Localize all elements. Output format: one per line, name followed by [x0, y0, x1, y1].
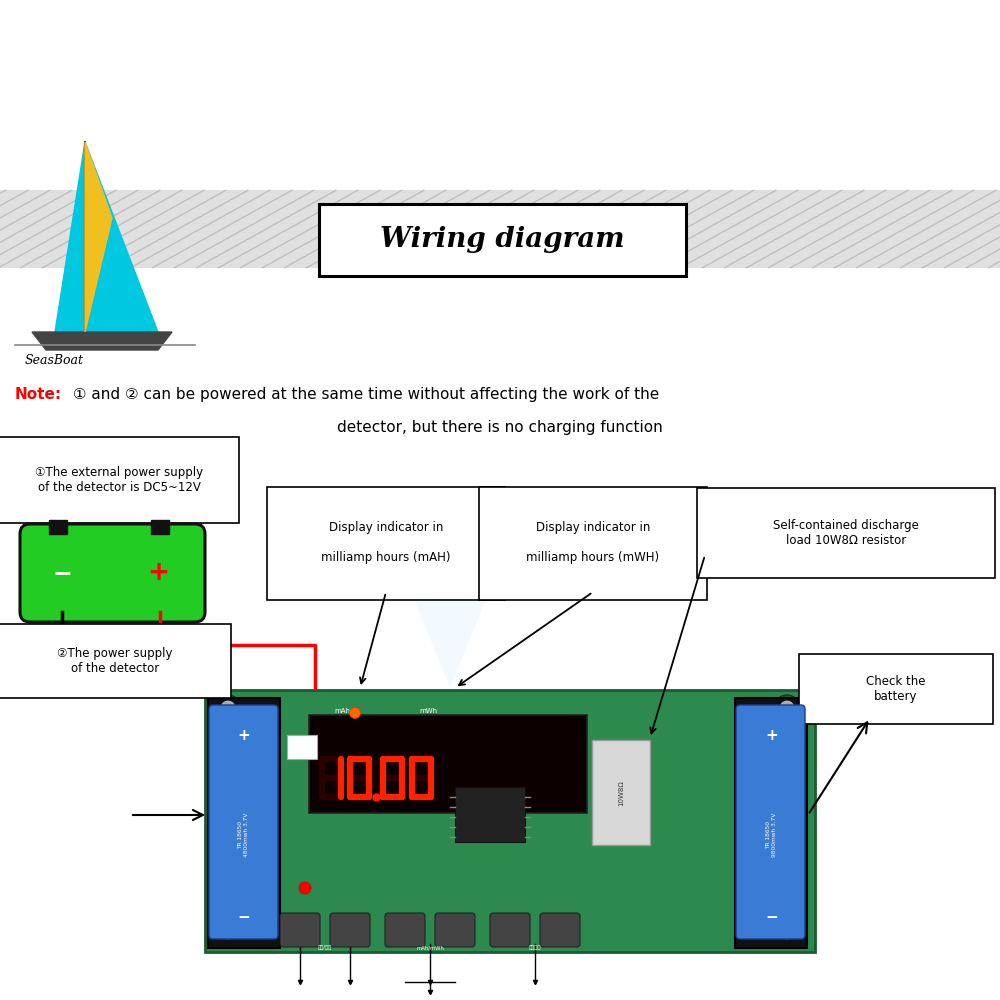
- Text: ① and ② can be powered at the same time without affecting the work of the: ① and ② can be powered at the same time …: [68, 387, 659, 402]
- FancyBboxPatch shape: [490, 913, 530, 947]
- Circle shape: [774, 695, 800, 721]
- Text: ②The power supply
of the detector: ②The power supply of the detector: [57, 647, 173, 675]
- Bar: [205, 690, 815, 952]
- Bar: [151, 520, 169, 534]
- Text: Self-contained discharge
load 10W8Ω resistor: Self-contained discharge load 10W8Ω resi…: [773, 519, 919, 547]
- Circle shape: [215, 695, 241, 721]
- Bar: [455, 787, 525, 842]
- Text: Wiring diagram: Wiring diagram: [380, 226, 624, 253]
- Text: Display indicator in

milliamp hours (mAH): Display indicator in milliamp hours (mAH…: [321, 522, 451, 564]
- Bar: [49, 520, 67, 534]
- Polygon shape: [85, 142, 112, 332]
- Text: SeasBoat: SeasBoat: [25, 354, 84, 367]
- Text: TR 18650
9800mwh 3.7V: TR 18650 9800mwh 3.7V: [766, 813, 777, 857]
- Text: Check the
battery: Check the battery: [866, 675, 926, 703]
- Text: 10W8Ω: 10W8Ω: [618, 780, 624, 806]
- Text: −: −: [765, 910, 778, 926]
- Text: TR 18650
4800mwh 3.7V: TR 18650 4800mwh 3.7V: [238, 813, 249, 857]
- Circle shape: [780, 925, 794, 939]
- Bar: [208, 698, 280, 948]
- Text: mAh/mWh: mAh/mWh: [416, 945, 444, 950]
- FancyBboxPatch shape: [209, 705, 278, 939]
- Text: −: −: [237, 910, 250, 926]
- Text: 终止电压: 终止电压: [529, 945, 541, 950]
- FancyBboxPatch shape: [20, 524, 205, 622]
- FancyBboxPatch shape: [287, 735, 317, 759]
- Text: +: +: [765, 728, 778, 742]
- Circle shape: [215, 919, 241, 945]
- FancyBboxPatch shape: [479, 487, 707, 600]
- FancyBboxPatch shape: [385, 913, 425, 947]
- Text: +: +: [147, 560, 169, 586]
- Text: −: −: [52, 561, 72, 585]
- Polygon shape: [55, 142, 158, 332]
- Circle shape: [780, 701, 794, 715]
- FancyBboxPatch shape: [697, 488, 995, 578]
- Text: detector, but there is no charging function: detector, but there is no charging funct…: [337, 420, 663, 435]
- Circle shape: [221, 925, 235, 939]
- Bar: [735, 698, 807, 948]
- FancyBboxPatch shape: [0, 437, 239, 523]
- Text: Display indicator in

milliamp hours (mWH): Display indicator in milliamp hours (mWH…: [526, 522, 660, 564]
- Circle shape: [221, 701, 235, 715]
- Text: 启动/暂停: 启动/暂停: [318, 945, 332, 950]
- Polygon shape: [32, 332, 172, 350]
- Wedge shape: [399, 553, 501, 688]
- Circle shape: [350, 708, 360, 718]
- FancyBboxPatch shape: [736, 705, 805, 939]
- Circle shape: [774, 919, 800, 945]
- Text: mAh: mAh: [334, 708, 350, 714]
- Text: +: +: [237, 728, 250, 742]
- Circle shape: [299, 882, 311, 894]
- Bar: [0, 190, 1000, 268]
- Text: mWh: mWh: [419, 708, 437, 714]
- Text: ①The external power supply
of the detector is DC5~12V: ①The external power supply of the detect…: [35, 466, 203, 494]
- FancyBboxPatch shape: [309, 715, 587, 813]
- FancyBboxPatch shape: [540, 913, 580, 947]
- Bar: [592, 740, 650, 845]
- FancyBboxPatch shape: [435, 913, 475, 947]
- FancyBboxPatch shape: [267, 487, 505, 600]
- FancyBboxPatch shape: [0, 624, 231, 698]
- FancyBboxPatch shape: [330, 913, 370, 947]
- Text: Note:: Note:: [15, 387, 62, 402]
- FancyBboxPatch shape: [280, 913, 320, 947]
- FancyBboxPatch shape: [799, 654, 993, 724]
- FancyBboxPatch shape: [319, 204, 686, 276]
